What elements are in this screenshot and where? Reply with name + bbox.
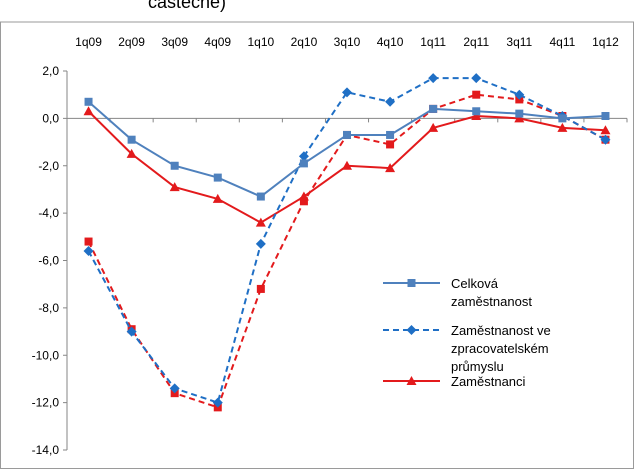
x-tick-label: 2q11 xyxy=(463,35,489,49)
x-tick-label: 4q10 xyxy=(377,35,404,49)
data-point xyxy=(299,197,308,206)
x-tick-label: 1q11 xyxy=(420,35,446,49)
series-0 xyxy=(84,97,610,201)
data-point xyxy=(472,90,481,99)
data-point xyxy=(558,114,567,123)
y-tick-label: -4,0 xyxy=(38,206,59,220)
y-tick-label: -14,0 xyxy=(32,443,60,457)
data-point xyxy=(343,130,351,139)
data-point xyxy=(83,106,94,116)
data-point xyxy=(386,130,395,139)
series-1 xyxy=(83,73,611,408)
x-tick-label: 4q09 xyxy=(204,35,231,49)
legend-label: zaměstnanost xyxy=(451,294,532,309)
data-point xyxy=(386,140,395,149)
x-tick-label: 1q12 xyxy=(592,35,619,49)
legend-label: Celková xyxy=(451,276,499,291)
data-point xyxy=(255,238,266,249)
y-tick-label: -8,0 xyxy=(38,301,59,315)
data-point xyxy=(600,134,611,145)
data-point xyxy=(514,113,525,123)
data-point xyxy=(256,192,265,201)
data-point xyxy=(213,173,222,182)
series-layer xyxy=(83,73,611,412)
y-tick-label: -12,0 xyxy=(32,396,60,410)
legend-label: zpracovatelském xyxy=(451,341,549,356)
data-point xyxy=(84,97,93,106)
legend-marker xyxy=(406,376,417,385)
legend-entry-1: Zaměstnanost ve zpracovatelském průmyslu xyxy=(383,323,551,374)
data-point xyxy=(212,397,223,408)
x-tick-label: 3q10 xyxy=(334,35,361,49)
data-point xyxy=(601,112,610,121)
y-tick-label: -10,0 xyxy=(32,348,60,362)
data-point xyxy=(385,163,396,173)
data-point xyxy=(385,96,396,107)
chart-area-border xyxy=(0,21,634,469)
data-point xyxy=(212,193,223,203)
data-point xyxy=(298,151,309,162)
x-tick-label: 3q09 xyxy=(161,35,188,49)
data-point xyxy=(514,89,525,100)
data-point xyxy=(169,182,180,192)
data-point xyxy=(428,122,439,132)
legend: Celková zaměstnanost Zaměstnanost ve zpraco… xyxy=(383,276,551,389)
data-point xyxy=(515,109,524,118)
data-point xyxy=(600,125,611,135)
data-point xyxy=(342,87,352,98)
data-point xyxy=(84,237,93,246)
y-tick-label: -6,0 xyxy=(38,254,59,268)
data-point xyxy=(126,326,137,337)
legend-marker xyxy=(406,325,417,335)
legend-label: Zaměstnanost ve xyxy=(451,323,551,338)
chart-title-fragment: částečně) xyxy=(148,0,226,12)
data-point xyxy=(471,73,482,84)
data-point xyxy=(342,160,352,170)
data-point xyxy=(471,111,482,121)
legend-label: Zaměstnanci xyxy=(451,374,526,389)
x-tick-label: 4q11 xyxy=(549,35,575,49)
y-tick-label: 0,0 xyxy=(42,111,59,125)
data-point xyxy=(299,159,308,168)
y-tick-label: -2,0 xyxy=(38,159,59,173)
data-point xyxy=(298,191,309,201)
x-tick-label: 1q09 xyxy=(75,35,102,49)
data-point xyxy=(429,104,438,113)
series-2 xyxy=(83,106,611,227)
data-point xyxy=(169,383,180,394)
legend-entry-0: Celková zaměstnanost xyxy=(383,276,532,309)
axes: 2,0 0,0 -2,0 -4,0 -6,0 -8,0 -10,0 -12,0 -14,0 1q0… xyxy=(32,35,628,457)
data-point xyxy=(170,161,179,170)
legend-marker xyxy=(407,279,416,287)
x-tick-label: 2q09 xyxy=(118,35,145,49)
x-tick-label: 1q10 xyxy=(247,35,274,49)
legend-entry-2: Zaměstnanci xyxy=(383,374,526,389)
x-tick-label: 3q11 xyxy=(506,35,532,49)
data-point xyxy=(127,135,136,144)
data-point xyxy=(255,217,266,227)
legend-label: průmyslu xyxy=(451,359,504,374)
data-point xyxy=(126,148,137,158)
y-tick-label: 2,0 xyxy=(42,64,59,78)
data-point xyxy=(557,122,568,132)
data-point xyxy=(83,246,94,257)
data-point xyxy=(256,284,265,293)
data-point xyxy=(472,107,481,116)
x-tick-label: 2q10 xyxy=(291,35,318,49)
data-point xyxy=(428,73,439,84)
